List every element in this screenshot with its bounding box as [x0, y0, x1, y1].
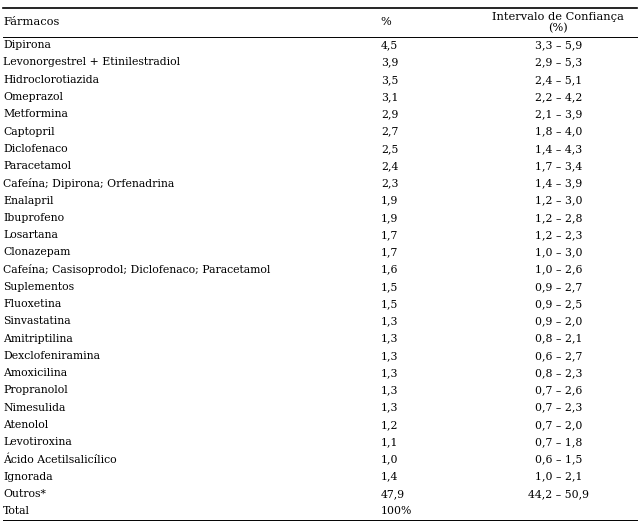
- Text: 2,4: 2,4: [381, 161, 398, 171]
- Text: Suplementos: Suplementos: [3, 282, 74, 292]
- Text: 0,7 – 2,6: 0,7 – 2,6: [534, 385, 582, 395]
- Text: 0,8 – 2,3: 0,8 – 2,3: [534, 368, 582, 378]
- Text: Ignorada: Ignorada: [3, 472, 53, 482]
- Text: Propranolol: Propranolol: [3, 385, 68, 395]
- Text: 2,2 – 4,2: 2,2 – 4,2: [534, 92, 582, 102]
- Text: Metformina: Metformina: [3, 109, 68, 119]
- Text: Cafeína; Casisoprodol; Diclofenaco; Paracetamol: Cafeína; Casisoprodol; Diclofenaco; Para…: [3, 264, 271, 275]
- Text: Enalapril: Enalapril: [3, 196, 54, 206]
- Text: 0,9 – 2,0: 0,9 – 2,0: [534, 316, 582, 326]
- Text: 1,0 – 2,1: 1,0 – 2,1: [534, 472, 582, 482]
- Text: Dipirona: Dipirona: [3, 40, 51, 50]
- Text: Cafeína; Dipirona; Orfenadrina: Cafeína; Dipirona; Orfenadrina: [3, 178, 175, 189]
- Text: 3,3 – 5,9: 3,3 – 5,9: [535, 40, 582, 50]
- Text: 0,7 – 1,8: 0,7 – 1,8: [534, 437, 582, 447]
- Text: Amoxicilina: Amoxicilina: [3, 368, 67, 378]
- Text: Captopril: Captopril: [3, 127, 55, 137]
- Text: Omeprazol: Omeprazol: [3, 92, 63, 102]
- Text: 1,3: 1,3: [381, 334, 398, 344]
- Text: 1,1: 1,1: [381, 437, 398, 447]
- Text: Diclofenaco: Diclofenaco: [3, 144, 68, 154]
- Text: 0,7 – 2,3: 0,7 – 2,3: [534, 403, 582, 413]
- Text: 0,6 – 1,5: 0,6 – 1,5: [534, 454, 582, 464]
- Text: 2,9 – 5,3: 2,9 – 5,3: [535, 58, 582, 67]
- Text: Total: Total: [3, 506, 30, 516]
- Text: 44,2 – 50,9: 44,2 – 50,9: [528, 489, 589, 499]
- Text: 2,4 – 5,1: 2,4 – 5,1: [535, 75, 582, 85]
- Text: (%): (%): [548, 22, 568, 33]
- Text: 0,9 – 2,5: 0,9 – 2,5: [535, 299, 582, 309]
- Text: 1,7 – 3,4: 1,7 – 3,4: [535, 161, 582, 171]
- Text: 3,5: 3,5: [381, 75, 398, 85]
- Text: 2,1 – 3,9: 2,1 – 3,9: [534, 109, 582, 119]
- Text: Sinvastatina: Sinvastatina: [3, 316, 71, 326]
- Text: 2,3: 2,3: [381, 178, 398, 188]
- Text: 1,3: 1,3: [381, 403, 398, 413]
- Text: 3,1: 3,1: [381, 92, 398, 102]
- Text: 3,9: 3,9: [381, 58, 398, 67]
- Text: 1,2 – 3,0: 1,2 – 3,0: [534, 196, 582, 206]
- Text: 1,3: 1,3: [381, 316, 398, 326]
- Text: 1,0: 1,0: [381, 454, 398, 464]
- Text: 1,6: 1,6: [381, 265, 398, 275]
- Text: 1,8 – 4,0: 1,8 – 4,0: [534, 127, 582, 137]
- Text: Levonorgestrel + Etinilestradiol: Levonorgestrel + Etinilestradiol: [3, 58, 180, 67]
- Text: 1,0 – 2,6: 1,0 – 2,6: [534, 265, 582, 275]
- Text: 1,2 – 2,8: 1,2 – 2,8: [534, 213, 582, 223]
- Text: Fármacos: Fármacos: [3, 17, 60, 27]
- Text: 2,7: 2,7: [381, 127, 398, 137]
- Text: 0,8 – 2,1: 0,8 – 2,1: [534, 334, 582, 344]
- Text: 0,9 – 2,7: 0,9 – 2,7: [535, 282, 582, 292]
- Text: 2,5: 2,5: [381, 144, 398, 154]
- Text: Hidroclorotiazida: Hidroclorotiazida: [3, 75, 99, 85]
- Text: 1,9: 1,9: [381, 196, 398, 206]
- Text: Fluoxetina: Fluoxetina: [3, 299, 61, 309]
- Text: Dexclofeniramina: Dexclofeniramina: [3, 351, 100, 361]
- Text: Levotiroxina: Levotiroxina: [3, 437, 72, 447]
- Text: 1,4: 1,4: [381, 472, 398, 482]
- Text: 1,4 – 4,3: 1,4 – 4,3: [535, 144, 582, 154]
- Text: 1,2: 1,2: [381, 420, 398, 430]
- Text: 0,6 – 2,7: 0,6 – 2,7: [534, 351, 582, 361]
- Text: Ibuprofeno: Ibuprofeno: [3, 213, 65, 223]
- Text: Intervalo de Confiança: Intervalo de Confiança: [492, 12, 625, 22]
- Text: 1,7: 1,7: [381, 230, 398, 240]
- Text: Losartana: Losartana: [3, 230, 58, 240]
- Text: 1,5: 1,5: [381, 299, 398, 309]
- Text: Paracetamol: Paracetamol: [3, 161, 71, 171]
- Text: 1,3: 1,3: [381, 351, 398, 361]
- Text: Outros*: Outros*: [3, 489, 46, 499]
- Text: Atenolol: Atenolol: [3, 420, 49, 430]
- Text: 1,2 – 2,3: 1,2 – 2,3: [534, 230, 582, 240]
- Text: 100%: 100%: [381, 506, 412, 516]
- Text: 1,3: 1,3: [381, 385, 398, 395]
- Text: Nimesulida: Nimesulida: [3, 403, 65, 413]
- Text: 2,9: 2,9: [381, 109, 398, 119]
- Text: 4,5: 4,5: [381, 40, 398, 50]
- Text: 1,3: 1,3: [381, 368, 398, 378]
- Text: 0,7 – 2,0: 0,7 – 2,0: [534, 420, 582, 430]
- Text: 1,4 – 3,9: 1,4 – 3,9: [535, 178, 582, 188]
- Text: Amitriptilina: Amitriptilina: [3, 334, 73, 344]
- Text: Clonazepam: Clonazepam: [3, 247, 70, 257]
- Text: 1,5: 1,5: [381, 282, 398, 292]
- Text: %: %: [381, 17, 392, 27]
- Text: Ácido Acetilsalicílico: Ácido Acetilsalicílico: [3, 454, 117, 465]
- Text: 1,9: 1,9: [381, 213, 398, 223]
- Text: 1,7: 1,7: [381, 247, 398, 257]
- Text: 47,9: 47,9: [381, 489, 405, 499]
- Text: 1,0 – 3,0: 1,0 – 3,0: [534, 247, 582, 257]
